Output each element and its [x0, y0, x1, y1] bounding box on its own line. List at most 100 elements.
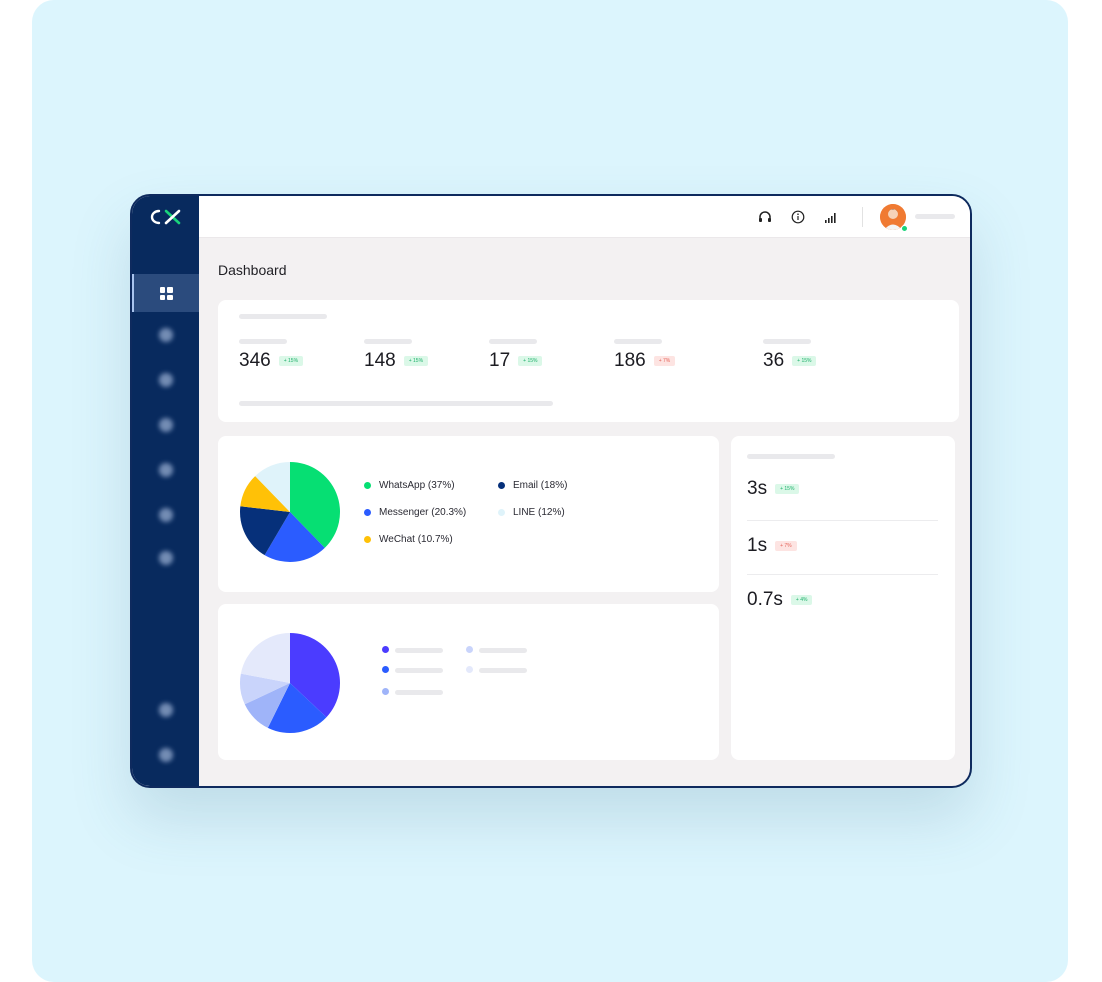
channel-pie-chart: [240, 462, 340, 562]
dashboard-grid-icon: [160, 286, 173, 300]
metrics-card-title-placeholder: [747, 454, 835, 459]
legend-label: Email (18%): [513, 480, 568, 491]
online-status-dot: [901, 225, 908, 232]
phone-icon: [158, 373, 173, 387]
legend-item: Messenger (20.3%): [364, 507, 466, 518]
sidebar-item-help[interactable]: [132, 691, 199, 729]
metric-value: 0.7s: [747, 589, 783, 610]
campaigns-icon: [158, 508, 173, 522]
legend-label-placeholder: [395, 668, 443, 673]
kpi-footer-placeholder: [239, 401, 553, 406]
legend-dot: [498, 509, 505, 516]
kpi-delta-badge: + 7%: [653, 356, 676, 366]
filter-icon: [158, 551, 173, 565]
kpi-label-placeholder: [239, 339, 287, 344]
signal-icon[interactable]: [823, 209, 839, 225]
pie-slice[interactable]: [240, 506, 290, 556]
legend-dot: [364, 536, 371, 543]
secondary-pie-chart: [240, 633, 340, 733]
kpi-delta-badge: + 15%: [278, 356, 304, 366]
legend-label-placeholder: [479, 648, 527, 653]
legend-label: Messenger (20.3%): [379, 507, 467, 518]
user-name-placeholder: [915, 214, 955, 219]
kpi-label-placeholder: [614, 339, 662, 344]
legend-label: WhatsApp (37%): [379, 480, 455, 491]
legend-dot: [498, 482, 505, 489]
kpi-card: 346 + 15% 148 + 15% 17 + 15% 186 + 7% 36…: [218, 300, 959, 422]
sidebar: [132, 196, 199, 786]
legend-dot: [382, 646, 389, 653]
headset-icon[interactable]: [757, 209, 773, 225]
metric-item: 0.7s + 4%: [747, 589, 813, 611]
pie-slice[interactable]: [240, 633, 290, 683]
settings-icon: [158, 748, 173, 762]
pie-slice[interactable]: [240, 673, 290, 705]
sidebar-item-dashboard[interactable]: [132, 274, 199, 312]
user-portrait-icon: [880, 204, 906, 230]
chat-icon: [158, 328, 173, 342]
sidebar-item-chat[interactable]: [132, 316, 199, 354]
pie-slice[interactable]: [290, 462, 340, 548]
kpi-item: 186 + 7%: [614, 350, 676, 372]
kpi-delta-badge: + 15%: [518, 356, 543, 366]
kpi-label-placeholder: [763, 339, 811, 344]
legend-dot: [466, 646, 473, 653]
legend-item: WhatsApp (37%): [364, 480, 455, 491]
legend-dot: [364, 482, 371, 489]
user-avatar[interactable]: [880, 204, 906, 230]
metric-value: 3s: [747, 478, 768, 499]
kpi-delta-badge: + 15%: [403, 356, 429, 366]
pie-slice[interactable]: [267, 683, 327, 733]
kpi-delta-badge: + 15%: [792, 356, 817, 366]
legend-dot: [382, 666, 389, 673]
legend-dot: [364, 509, 371, 516]
kpi-item: 36 + 15%: [763, 350, 817, 372]
kpi-value: 346: [239, 350, 271, 371]
kpi-item: 346 + 15%: [239, 350, 304, 372]
sidebar-item-settings[interactable]: [132, 736, 199, 774]
sidebar-item-reports[interactable]: [132, 451, 199, 489]
kpi-item: 17 + 15%: [489, 350, 543, 372]
pie-slice[interactable]: [264, 512, 325, 562]
legend-dot: [466, 666, 473, 673]
kpi-item: 148 + 15%: [364, 350, 429, 372]
app-window: Dashboard 346 + 15% 148 + 15% 17 + 15% 1…: [130, 194, 972, 788]
kpi-value: 36: [763, 350, 785, 371]
top-bar: [199, 196, 970, 238]
pie-slice[interactable]: [290, 633, 340, 718]
response-metrics-card: 3s + 15% 1s + 7% 0.7s + 4%: [731, 436, 955, 760]
page-title: Dashboard: [218, 262, 287, 278]
sidebar-item-filter[interactable]: [132, 539, 199, 577]
kpi-label-placeholder: [364, 339, 412, 344]
legend-dot: [382, 688, 389, 695]
contacts-icon: [158, 418, 173, 432]
legend-item: Email (18%): [498, 480, 567, 491]
kpi-label-placeholder: [489, 339, 537, 344]
kpi-value: 148: [364, 350, 396, 371]
topbar-divider: [862, 207, 863, 227]
pie-slice[interactable]: [244, 683, 290, 728]
kpi-value: 186: [614, 350, 646, 371]
legend-label-placeholder: [395, 648, 443, 653]
legend-label-placeholder: [479, 668, 527, 673]
secondary-pie-card: [218, 604, 719, 760]
sidebar-item-contacts[interactable]: [132, 406, 199, 444]
legend-label: LINE (12%): [513, 507, 565, 518]
sidebar-item-phone[interactable]: [132, 361, 199, 399]
metric-divider: [747, 574, 938, 575]
cx-logo: [150, 209, 181, 225]
metric-item: 1s + 7%: [747, 535, 797, 557]
kpi-value: 17: [489, 350, 511, 371]
legend-label-placeholder: [395, 690, 443, 695]
metric-value: 1s: [747, 535, 768, 556]
sidebar-item-campaigns[interactable]: [132, 496, 199, 534]
info-icon[interactable]: [790, 209, 806, 225]
pie-slice[interactable]: [255, 462, 290, 512]
help-icon: [158, 703, 173, 717]
metric-item: 3s + 15%: [747, 478, 800, 500]
metric-delta-badge: + 7%: [775, 541, 797, 551]
legend-item: WeChat (10.7%): [364, 534, 453, 545]
pie-slice[interactable]: [240, 476, 290, 512]
metric-delta-badge: + 15%: [775, 484, 800, 494]
metric-divider: [747, 520, 938, 521]
